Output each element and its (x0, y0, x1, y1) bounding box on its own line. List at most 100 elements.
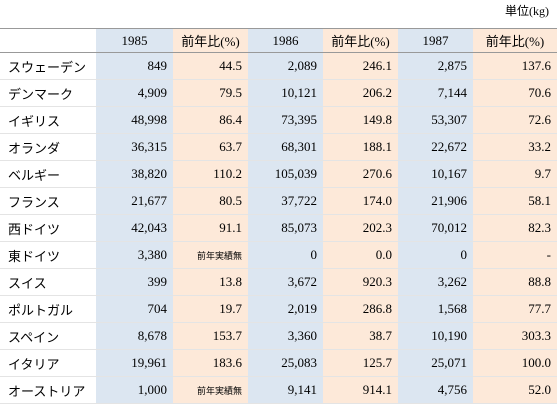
value-cell: 79.5 (173, 79, 248, 107)
unit-label: 単位(kg) (505, 4, 549, 18)
country-cell: 西ドイツ (8, 221, 61, 237)
value-cell: 303.3 (473, 322, 557, 350)
table-row: スペイン 8,678 153.7 3,360 38.7 10,190 303.3 (0, 322, 557, 350)
header-row: 1985 前年比(%) 1986 前年比(%) 1987 前年比(%) (0, 28, 557, 53)
value-cell: 88.8 (473, 268, 557, 296)
value-cell: 0 (398, 241, 473, 269)
value-cell: 149.8 (323, 106, 398, 134)
value-cell: 206.2 (323, 79, 398, 107)
value-cell: 3,380 (96, 241, 173, 269)
value-cell: 3,262 (398, 268, 473, 296)
value-cell: 125.7 (323, 349, 398, 377)
value-cell: 3,672 (248, 268, 323, 296)
value-cell: 849 (96, 52, 173, 80)
value-cell: 85,073 (248, 214, 323, 242)
value-cell: 73,395 (248, 106, 323, 134)
value-cell: 914.1 (323, 376, 398, 404)
value-cell: 86.4 (173, 106, 248, 134)
value-cell: 72.6 (473, 106, 557, 134)
country-cell: フランス (8, 194, 60, 210)
data-table: 1985 前年比(%) 1986 前年比(%) 1987 前年比(%) スウェーデン 849… (0, 28, 557, 404)
value-cell: 10,167 (398, 160, 473, 188)
value-cell: 80.5 (173, 187, 248, 215)
country-cell: ポルトガル (8, 302, 74, 318)
header-cell: 前年比(%) (173, 28, 248, 53)
value-cell: 4,909 (96, 79, 173, 107)
value-cell: 前年実績無 (173, 241, 248, 269)
table-row: スウェーデン 849 44.5 2,089 246.1 2,875 137.6 (0, 52, 557, 80)
value-cell: 8,678 (96, 322, 173, 350)
value-cell: - (473, 241, 557, 269)
country-cell: スイス (8, 275, 47, 291)
table-row: フランス 21,677 80.5 37,722 174.0 21,906 58.1 (0, 187, 557, 215)
value-cell: 前年実績無 (173, 376, 248, 404)
country-cell: デンマーク (8, 86, 74, 102)
value-cell: 37,722 (248, 187, 323, 215)
value-cell: 399 (96, 268, 173, 296)
country-cell: オランダ (8, 140, 61, 156)
value-cell: 70.6 (473, 79, 557, 107)
table-row: オーストリア 1,000 前年実績無 9,141 914.1 4,756 52.0 (0, 376, 557, 404)
value-cell: 19,961 (96, 349, 173, 377)
value-cell: 246.1 (323, 52, 398, 80)
value-cell: 52.0 (473, 376, 557, 404)
value-cell: 25,083 (248, 349, 323, 377)
table-row: デンマーク 4,909 79.5 10,121 206.2 7,144 70.6 (0, 79, 557, 107)
table-row: 西ドイツ 42,043 91.1 85,073 202.3 70,012 82.3 (0, 214, 557, 242)
value-cell: 70,012 (398, 214, 473, 242)
value-cell: 44.5 (173, 52, 248, 80)
value-cell: 82.3 (473, 214, 557, 242)
country-cell: オーストリア (8, 383, 86, 399)
value-cell: 21,906 (398, 187, 473, 215)
value-cell: 19.7 (173, 295, 248, 323)
value-cell: 183.6 (173, 349, 248, 377)
value-cell: 38.7 (323, 322, 398, 350)
value-cell: 1,568 (398, 295, 473, 323)
table-header: 1985 前年比(%) 1986 前年比(%) 1987 前年比(%) (0, 28, 557, 53)
country-cell: イタリア (8, 356, 60, 372)
value-cell: 0.0 (323, 241, 398, 269)
value-cell: 77.7 (473, 295, 557, 323)
value-cell: 63.7 (173, 133, 248, 161)
value-cell: 137.6 (473, 52, 557, 80)
table-row: ベルギー 38,820 110.2 105,039 270.6 10,167 9.7 (0, 160, 557, 188)
value-cell: 920.3 (323, 268, 398, 296)
value-cell: 10,121 (248, 79, 323, 107)
value-cell: 0 (248, 241, 323, 269)
value-cell: 100.0 (473, 349, 557, 377)
value-cell: 174.0 (323, 187, 398, 215)
header-cell (0, 29, 96, 53)
table-row: イギリス 48,998 86.4 73,395 149.8 53,307 72.6 (0, 106, 557, 134)
value-cell: 48,998 (96, 106, 173, 134)
value-cell: 1,000 (96, 376, 173, 404)
value-cell: 33.2 (473, 133, 557, 161)
header-cell: 前年比(%) (323, 28, 398, 53)
country-cell: イギリス (8, 113, 61, 129)
value-cell: 110.2 (173, 160, 248, 188)
value-cell: 91.1 (173, 214, 248, 242)
value-cell: 4,756 (398, 376, 473, 404)
value-cell: 188.1 (323, 133, 398, 161)
value-cell: 9.7 (473, 160, 557, 188)
value-cell: 3,360 (248, 322, 323, 350)
country-cell: スウェーデン (8, 59, 87, 75)
value-cell: 68,301 (248, 133, 323, 161)
country-cell: 東ドイツ (8, 248, 61, 264)
value-cell: 286.8 (323, 295, 398, 323)
value-cell: 36,315 (96, 133, 173, 161)
header-cell: 1986 (248, 28, 323, 53)
value-cell: 2,019 (248, 295, 323, 323)
header-cell: 1987 (398, 28, 473, 53)
value-cell: 13.8 (173, 268, 248, 296)
value-cell: 7,144 (398, 79, 473, 107)
table-body: スウェーデン 849 44.5 2,089 246.1 2,875 137.6 デンマーク 4,… (0, 52, 557, 404)
table-row: スイス 399 13.8 3,672 920.3 3,262 88.8 (0, 268, 557, 296)
value-cell: 202.3 (323, 214, 398, 242)
value-cell: 21,677 (96, 187, 173, 215)
country-cell: ベルギー (8, 167, 61, 183)
value-cell: 2,875 (398, 52, 473, 80)
header-cell: 前年比(%) (473, 28, 557, 53)
value-cell: 53,307 (398, 106, 473, 134)
value-cell: 22,672 (398, 133, 473, 161)
